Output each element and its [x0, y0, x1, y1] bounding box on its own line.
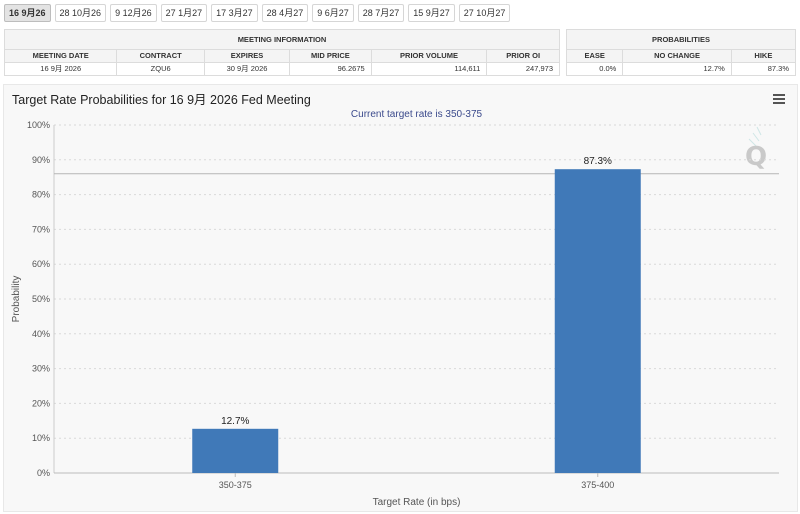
y-tick-label: 60%	[32, 259, 50, 269]
tab-meeting-date[interactable]: 9 6月27	[312, 4, 354, 22]
x-axis-title: Target Rate (in bps)	[373, 497, 461, 508]
tab-meeting-date[interactable]: 28 7月27	[357, 4, 405, 22]
no-change-value: 12.7%	[622, 62, 732, 76]
chart-title: Target Rate Probabilities for 16 9月 2026…	[12, 93, 311, 107]
tab-meeting-date[interactable]: 9 12月26	[110, 4, 157, 22]
y-tick-label: 90%	[32, 155, 50, 165]
header-expires: EXPIRES	[203, 49, 291, 63]
expires-value: 30 9月 2026	[203, 62, 291, 76]
y-tick-label: 50%	[32, 294, 50, 304]
meeting-information-heading: MEETING INFORMATION	[4, 29, 560, 50]
header-no-change: NO CHANGE	[622, 49, 732, 63]
tab-meeting-date[interactable]: 15 9月27	[408, 4, 455, 22]
tab-meeting-date[interactable]: 16 9月26	[4, 4, 51, 22]
y-tick-label: 0%	[37, 468, 50, 478]
x-tick-label: 375-400	[581, 480, 614, 490]
header-mid-price: MID PRICE	[289, 49, 372, 63]
x-tick-label: 350-375	[219, 480, 252, 490]
header-ease: EASE	[565, 49, 624, 63]
prior-oi-value: 247,973	[486, 62, 560, 76]
header-meeting-date: MEETING DATE	[3, 49, 118, 63]
y-tick-label: 40%	[32, 329, 50, 339]
meeting-date-value: 16 9月 2026	[3, 62, 118, 76]
mid-price-value: 96.2675	[289, 62, 372, 76]
tab-meeting-date[interactable]: 28 4月27	[261, 4, 309, 22]
data-label: 12.7%	[221, 416, 249, 427]
bar	[554, 169, 641, 474]
tab-meeting-date[interactable]: 28 10月26	[54, 4, 107, 22]
hamburger-menu-icon[interactable]	[773, 94, 785, 104]
bar	[192, 428, 279, 473]
probabilities-heading: PROBABILITIES	[566, 29, 796, 50]
probabilities-table: PROBABILITIES EASE NO CHANGE HIKE 0.0% 1…	[565, 29, 797, 76]
table-row: 0.0% 12.7% 87.3%	[565, 62, 797, 76]
header-contract: CONTRACT	[116, 49, 205, 63]
y-tick-label: 100%	[27, 120, 50, 130]
prior-volume-value: 114,611	[370, 62, 488, 76]
quikstrike-logo-icon: Q	[745, 126, 767, 172]
y-tick-label: 20%	[32, 398, 50, 408]
header-prior-oi: PRIOR OI	[486, 49, 560, 63]
meeting-date-tabs: 16 9月26 28 10月26 9 12月26 27 1月27 17 3月27 28 4…	[4, 4, 511, 22]
y-tick-label: 80%	[32, 190, 50, 200]
bar-chart: Current target rate is 350-375 0% 10% 20% 30…	[11, 109, 779, 508]
header-hike: HIKE	[730, 49, 797, 63]
tab-meeting-date[interactable]: 27 10月27	[458, 4, 511, 22]
hike-value: 87.3%	[730, 62, 797, 76]
contract-value: ZQU6	[116, 62, 205, 76]
y-tick-label: 30%	[32, 364, 50, 374]
chart-panel: Target Rate Probabilities for 16 9月 2026…	[3, 84, 798, 512]
table-row: 16 9月 2026 ZQU6 30 9月 2026 96.2675 114,6…	[3, 62, 560, 76]
tab-meeting-date[interactable]: 27 1月27	[160, 4, 208, 22]
meeting-information-table: MEETING INFORMATION MEETING DATE CONTRAC…	[3, 29, 560, 76]
data-label: 87.3%	[584, 156, 612, 167]
y-tick-label: 10%	[32, 433, 50, 443]
svg-text:Q: Q	[745, 142, 767, 172]
ease-value: 0.0%	[565, 62, 624, 76]
header-prior-volume: PRIOR VOLUME	[370, 49, 488, 63]
tab-meeting-date[interactable]: 17 3月27	[211, 4, 258, 22]
chart-subtitle: Current target rate is 350-375	[351, 109, 483, 120]
y-tick-label: 70%	[32, 224, 50, 234]
y-axis-title: Probability	[11, 276, 22, 323]
